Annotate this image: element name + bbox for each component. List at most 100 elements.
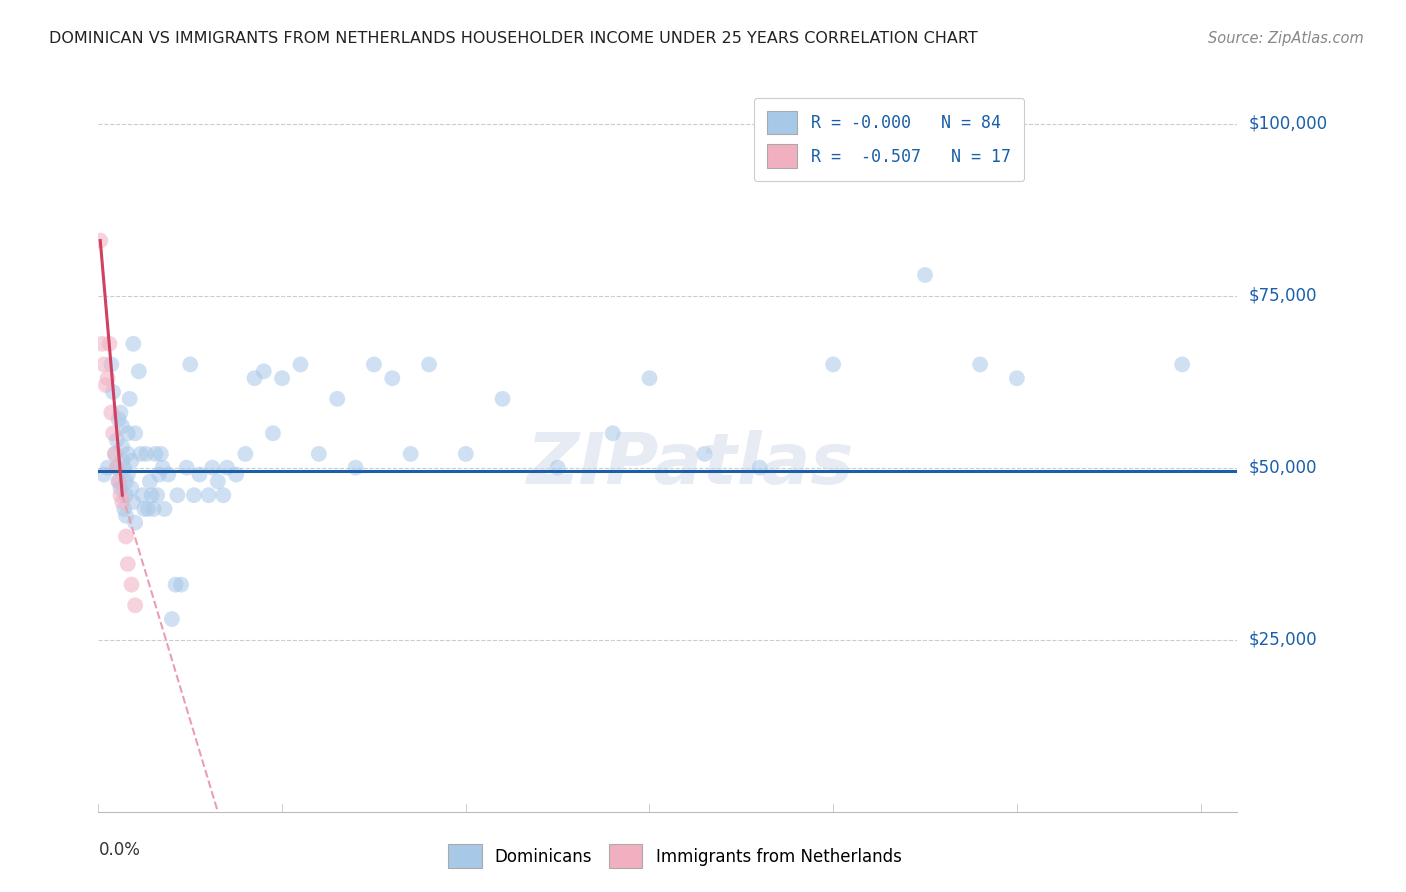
Point xyxy=(149,447,172,461)
Point xyxy=(142,502,165,516)
Point xyxy=(136,502,159,516)
Point xyxy=(104,447,127,461)
Point xyxy=(215,460,238,475)
Point xyxy=(235,447,257,461)
Legend: Dominicans, Immigrants from Netherlands: Dominicans, Immigrants from Netherlands xyxy=(441,838,908,875)
Text: $75,000: $75,000 xyxy=(1249,286,1317,305)
Point xyxy=(271,371,294,385)
Point xyxy=(131,488,153,502)
Point xyxy=(104,447,127,461)
Point xyxy=(115,508,138,523)
Point xyxy=(121,481,143,495)
Point xyxy=(121,454,143,468)
Point xyxy=(179,358,201,372)
Point xyxy=(157,467,180,482)
Point xyxy=(107,475,129,489)
Point xyxy=(308,447,330,461)
Point xyxy=(107,475,129,489)
Text: $25,000: $25,000 xyxy=(1249,631,1317,648)
Point xyxy=(146,488,169,502)
Point xyxy=(225,467,247,482)
Point xyxy=(141,488,163,502)
Point xyxy=(1005,371,1028,385)
Point xyxy=(124,516,146,530)
Point xyxy=(381,371,404,385)
Text: Source: ZipAtlas.com: Source: ZipAtlas.com xyxy=(1208,31,1364,46)
Point xyxy=(176,460,198,475)
Point xyxy=(110,481,132,495)
Point xyxy=(290,358,312,372)
Point xyxy=(117,467,139,482)
Point xyxy=(115,488,138,502)
Point xyxy=(454,447,477,461)
Point xyxy=(105,460,128,475)
Point xyxy=(1171,358,1194,372)
Point xyxy=(117,557,139,571)
Point xyxy=(111,419,134,434)
Point xyxy=(166,488,188,502)
Point xyxy=(111,495,134,509)
Point xyxy=(93,467,115,482)
Point xyxy=(823,358,845,372)
Point xyxy=(94,378,117,392)
Point xyxy=(98,336,121,351)
Point xyxy=(748,460,770,475)
Point xyxy=(124,426,146,441)
Point xyxy=(129,447,152,461)
Point xyxy=(418,358,440,372)
Point xyxy=(160,612,183,626)
Point xyxy=(115,475,138,489)
Point xyxy=(101,426,124,441)
Point xyxy=(110,406,132,420)
Text: ZIPatlas: ZIPatlas xyxy=(527,431,855,500)
Point xyxy=(326,392,349,406)
Point xyxy=(91,336,114,351)
Point xyxy=(969,358,991,372)
Point xyxy=(101,384,124,399)
Point xyxy=(117,426,139,441)
Point xyxy=(134,502,156,516)
Point xyxy=(399,447,422,461)
Text: DOMINICAN VS IMMIGRANTS FROM NETHERLANDS HOUSEHOLDER INCOME UNDER 25 YEARS CORRE: DOMINICAN VS IMMIGRANTS FROM NETHERLANDS… xyxy=(49,31,979,46)
Point xyxy=(262,426,284,441)
Point xyxy=(112,502,135,516)
Point xyxy=(135,447,157,461)
Point xyxy=(253,364,276,378)
Point xyxy=(97,460,120,475)
Point xyxy=(693,447,716,461)
Point xyxy=(139,475,162,489)
Point xyxy=(105,460,128,475)
Point xyxy=(914,268,936,282)
Point xyxy=(115,529,138,543)
Point xyxy=(107,412,129,426)
Point xyxy=(124,599,146,613)
Point xyxy=(112,460,135,475)
Point xyxy=(491,392,513,406)
Point xyxy=(100,406,122,420)
Point xyxy=(243,371,266,385)
Point xyxy=(148,467,170,482)
Text: $50,000: $50,000 xyxy=(1249,458,1317,476)
Point xyxy=(89,234,111,248)
Point xyxy=(602,426,624,441)
Point xyxy=(165,577,187,591)
Point xyxy=(111,454,134,468)
Point xyxy=(197,488,219,502)
Point xyxy=(128,364,150,378)
Point xyxy=(183,488,205,502)
Point xyxy=(170,577,193,591)
Point xyxy=(105,433,128,447)
Point xyxy=(344,460,367,475)
Point xyxy=(212,488,235,502)
Point xyxy=(122,495,145,509)
Point xyxy=(111,440,134,454)
Text: 0.0%: 0.0% xyxy=(98,840,141,859)
Point xyxy=(363,358,385,372)
Point xyxy=(188,467,211,482)
Point xyxy=(153,502,176,516)
Text: $100,000: $100,000 xyxy=(1249,114,1327,133)
Point xyxy=(145,447,167,461)
Point xyxy=(110,488,132,502)
Point xyxy=(100,358,122,372)
Point xyxy=(638,371,661,385)
